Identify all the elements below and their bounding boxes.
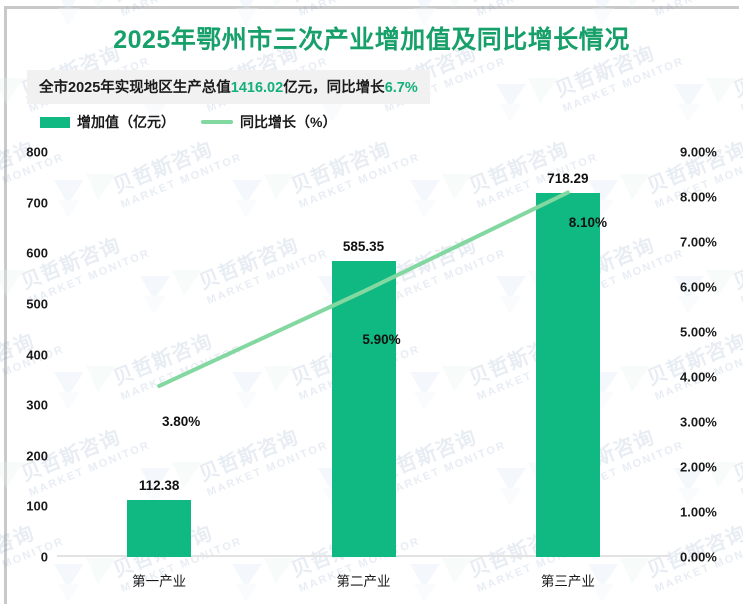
y-axis-right-tick: 0.00% <box>680 549 717 565</box>
y-axis-left-tick: 200 <box>26 448 48 464</box>
legend-item-growth[interactable]: 同比增长（%） <box>201 112 336 132</box>
y-axis-left-tick: 100 <box>26 498 48 514</box>
y-axis-right-tick: 4.00% <box>680 369 717 385</box>
legend-bar-swatch-icon <box>40 116 70 128</box>
growth-line-path <box>157 190 570 388</box>
legend-label-value: 增加值（亿元） <box>77 114 175 130</box>
y-axis-right-tick: 1.00% <box>680 504 717 520</box>
bar-value-label: 585.35 <box>342 238 385 254</box>
subtitle-banner: 全市2025年实现地区生产总值1416.02亿元，同比增长6.7% <box>27 70 430 104</box>
x-axis-category-label: 第一产业 <box>132 574 187 589</box>
y-axis-right-tick: 6.00% <box>680 279 717 295</box>
y-axis-right-tick: 7.00% <box>680 234 717 250</box>
bar-1[interactable] <box>127 500 192 557</box>
subtitle-gdp-value: 1416.02 <box>230 80 284 96</box>
y-axis-right-tick: 3.00% <box>680 414 717 430</box>
y-axis-left-tick: 500 <box>26 296 48 312</box>
y-axis-left-tick: 600 <box>26 245 48 261</box>
bar-value-label: 718.29 <box>547 171 589 187</box>
watermark-logo-icon <box>674 78 736 122</box>
growth-point-label: 8.10% <box>568 214 607 230</box>
growth-point-label: 5.90% <box>362 331 401 347</box>
growth-line-series <box>157 190 570 388</box>
subtitle-growth-value: 6.7% <box>384 80 418 96</box>
y-axis-left-tick: 300 <box>26 397 48 413</box>
x-axis-category-label: 第三产业 <box>540 574 595 589</box>
bar-2[interactable] <box>331 260 396 557</box>
plot-area: 112.38 585.35 718.29 3.80% 5.90% 8.10% <box>57 152 670 557</box>
y-axis-right: 0.00% 1.00% 2.00% 3.00% 4.00% 5.00% 6.00% 7.00%… <box>676 145 738 565</box>
y-axis-left: 0 100 200 300 400 500 600 700 800 <box>0 145 52 565</box>
subtitle-prefix: 全市2025年实现地区生产总值 <box>39 80 231 96</box>
page-title: 2025年鄂州市三次产业增加值及同比增长情况 <box>113 26 630 54</box>
y-axis-left-tick: 700 <box>26 195 48 211</box>
growth-point-label: 3.80% <box>162 414 201 429</box>
y-axis-right-tick: 8.00% <box>680 189 717 205</box>
subtitle-middle: 亿元，同比增长 <box>283 80 385 96</box>
bar-value-label: 112.38 <box>138 478 180 494</box>
legend-line-swatch-icon <box>201 120 233 124</box>
y-axis-left-tick: 400 <box>26 347 48 362</box>
y-axis-right-tick: 9.00% <box>680 144 717 160</box>
chart-legend: 增加值（亿元） 同比增长（%） <box>40 112 336 132</box>
x-axis-labels: 第一产业 第二产业 第三产业 <box>57 566 670 592</box>
legend-label-growth: 同比增长（%） <box>240 114 337 130</box>
y-axis-right-tick: 5.00% <box>680 324 717 340</box>
x-axis-category-label: 第二产业 <box>336 574 391 589</box>
watermark-logo-icon <box>496 78 558 122</box>
bar-3[interactable] <box>535 193 600 557</box>
legend-item-value[interactable]: 增加值（亿元） <box>40 112 175 132</box>
y-axis-left-tick: 0 <box>40 549 48 565</box>
y-axis-right-tick: 2.00% <box>680 459 717 475</box>
y-axis-left-tick: 800 <box>26 144 48 160</box>
